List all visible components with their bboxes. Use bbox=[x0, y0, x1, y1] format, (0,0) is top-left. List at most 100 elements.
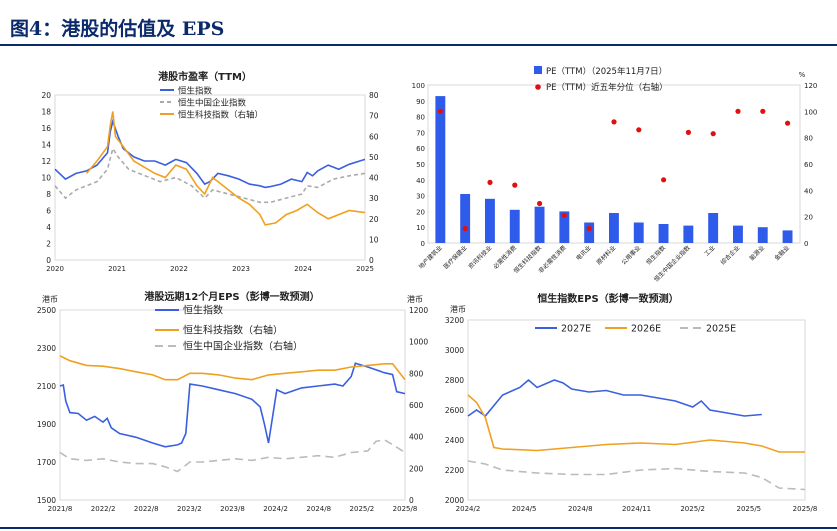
category-label-6: 电讯业 bbox=[574, 244, 592, 262]
percentile-dot-14 bbox=[785, 120, 791, 126]
category-label-14: 金融业 bbox=[773, 244, 791, 262]
figure-title: 图4：港股的估值及 EPS bbox=[10, 18, 225, 40]
y-tick-label-left: 1500 bbox=[37, 496, 56, 505]
percentile-dot-11 bbox=[710, 131, 716, 137]
pe-bar-12 bbox=[733, 225, 743, 243]
y-tick-label-left: 2500 bbox=[37, 306, 56, 315]
series-line-1 bbox=[467, 394, 805, 453]
y-tick-label-left: 20 bbox=[41, 91, 51, 100]
legend-label-1: 恒生中国企业指数 bbox=[178, 98, 247, 109]
x-tick-label: 2025/8 bbox=[793, 505, 818, 513]
legend-label-0: 2027E bbox=[561, 324, 591, 335]
right-unit-label: % bbox=[799, 71, 806, 79]
x-tick-label: 2021 bbox=[108, 265, 126, 273]
y-tick-label-right: 10 bbox=[369, 235, 379, 244]
pe-bar-10 bbox=[683, 225, 694, 243]
y-tick-label-right: 60 bbox=[369, 132, 379, 141]
pe-bar-11 bbox=[708, 213, 719, 243]
hsi-eps-chart: 恒生指数EPS（彭博一致预测） 港币 2000 2200 2400 2600 2800 300… bbox=[445, 292, 818, 513]
y-tick-label-right: 40 bbox=[369, 174, 379, 183]
pe-bar-4 bbox=[534, 206, 545, 243]
legend-label-1: 2026E bbox=[631, 324, 661, 335]
legend-label-2: 恒生中国企业指数（右轴） bbox=[183, 340, 303, 353]
percentile-dot-12 bbox=[735, 108, 741, 114]
y-tick-label-left: 1900 bbox=[37, 420, 56, 429]
x-tick-label: 2020 bbox=[46, 265, 64, 273]
legend-label-2: 2025E bbox=[706, 324, 736, 335]
y-tick-label-left: 90 bbox=[416, 98, 425, 106]
x-tick-label: 2021/8 bbox=[48, 505, 73, 513]
percentile-dot-1 bbox=[462, 225, 468, 232]
y-tick-label-right: 400 bbox=[409, 433, 424, 442]
y-tick-label-left: 2800 bbox=[445, 376, 464, 385]
chart-title: 港股远期12个月EPS（彭博一致预测） bbox=[144, 290, 319, 303]
y-tick-label-left: 2000 bbox=[445, 496, 464, 505]
y-tick-label-left: 0 bbox=[421, 240, 425, 248]
x-tick-label: 2024/5 bbox=[512, 505, 537, 513]
pe-bar-5 bbox=[559, 211, 570, 243]
series-line-2 bbox=[85, 111, 366, 226]
category-label-3: 必需性消费 bbox=[491, 244, 518, 271]
pe-bar-6 bbox=[584, 222, 595, 243]
category-label-11: 工业 bbox=[702, 244, 716, 258]
percentile-dot-5 bbox=[561, 212, 567, 218]
legend-label-0: 恒生指数 bbox=[178, 86, 213, 97]
x-tick-label: 2025/5 bbox=[737, 505, 762, 513]
pe-ttm-chart: 港股市盈率（TTM） 0 2 4 6 8 10 12 14 16 18 20 0 10 20 30 40 50 60… bbox=[41, 70, 379, 273]
pe-bar-0 bbox=[435, 96, 446, 243]
y-tick-label-left: 100 bbox=[412, 82, 425, 90]
x-tick-label: 2024/8 bbox=[306, 505, 331, 513]
y-tick-label-right: 80 bbox=[804, 135, 813, 143]
eps-12m-chart: 港股远期12个月EPS（彭博一致预测） 港币 港币 1500 1700 1900 2100 2… bbox=[37, 290, 428, 513]
header-rule bbox=[0, 44, 837, 46]
y-tick-label-left: 2300 bbox=[37, 344, 56, 353]
legend-label-dot: PE（TTM）近五年分位（右轴） bbox=[546, 82, 668, 93]
plot-frame bbox=[54, 94, 366, 261]
series-line-1 bbox=[59, 355, 406, 381]
y-tick-label-left: 1700 bbox=[37, 458, 56, 467]
y-tick-label-left: 30 bbox=[416, 193, 425, 201]
x-tick-label: 2024 bbox=[294, 265, 312, 273]
y-tick-label-right: 30 bbox=[369, 194, 379, 203]
y-tick-label-right: 80 bbox=[369, 91, 379, 100]
pe-bar-13 bbox=[757, 227, 768, 243]
x-tick-label: 2022/8 bbox=[134, 505, 159, 513]
x-tick-label: 2023 bbox=[232, 265, 250, 273]
category-label-1: 医疗保健业 bbox=[442, 244, 469, 271]
percentile-dot-2 bbox=[487, 179, 493, 185]
y-tick-label-right: 40 bbox=[804, 187, 813, 195]
x-tick-label: 2025/2 bbox=[680, 505, 705, 513]
y-tick-label-left: 8 bbox=[46, 190, 51, 199]
y-tick-label-left: 16 bbox=[41, 124, 51, 133]
x-tick-label: 2023/2 bbox=[177, 505, 202, 513]
y-tick-label-right: 50 bbox=[369, 153, 379, 162]
legend-label-0: 恒生指数 bbox=[183, 304, 223, 317]
y-tick-label-left: 80 bbox=[416, 114, 425, 122]
category-label-13: 能源业 bbox=[748, 244, 766, 262]
y-tick-label-left: 60 bbox=[416, 145, 425, 153]
y-tick-label-left: 14 bbox=[41, 141, 51, 150]
y-tick-label-left: 3000 bbox=[445, 346, 464, 355]
category-label-12: 综合企业 bbox=[719, 244, 742, 267]
y-tick-label-right: 20 bbox=[369, 215, 379, 224]
y-tick-label-left: 10 bbox=[416, 224, 425, 232]
right-unit-label: 港币 bbox=[407, 294, 423, 304]
y-tick-label-right: 0 bbox=[369, 256, 374, 265]
y-tick-label-right: 600 bbox=[409, 401, 424, 410]
y-tick-label-right: 200 bbox=[409, 464, 424, 473]
x-tick-label: 2024/2 bbox=[456, 505, 481, 513]
plot-frame bbox=[467, 319, 806, 501]
pe-bar-7 bbox=[609, 213, 619, 243]
y-tick-label-right: 0 bbox=[804, 240, 808, 248]
pe-bar-2 bbox=[485, 198, 495, 243]
series-line-2 bbox=[59, 438, 406, 473]
y-tick-label-right: 100 bbox=[804, 108, 817, 116]
y-tick-label-left: 18 bbox=[41, 108, 51, 117]
percentile-dot-4 bbox=[537, 200, 543, 207]
percentile-dot-6 bbox=[586, 225, 592, 232]
x-tick-label: 2022/2 bbox=[91, 505, 116, 513]
y-tick-label-right: 1000 bbox=[409, 338, 428, 347]
y-tick-label-left: 70 bbox=[416, 129, 425, 137]
y-tick-label-left: 40 bbox=[416, 177, 425, 185]
x-tick-label: 2022 bbox=[170, 265, 188, 273]
